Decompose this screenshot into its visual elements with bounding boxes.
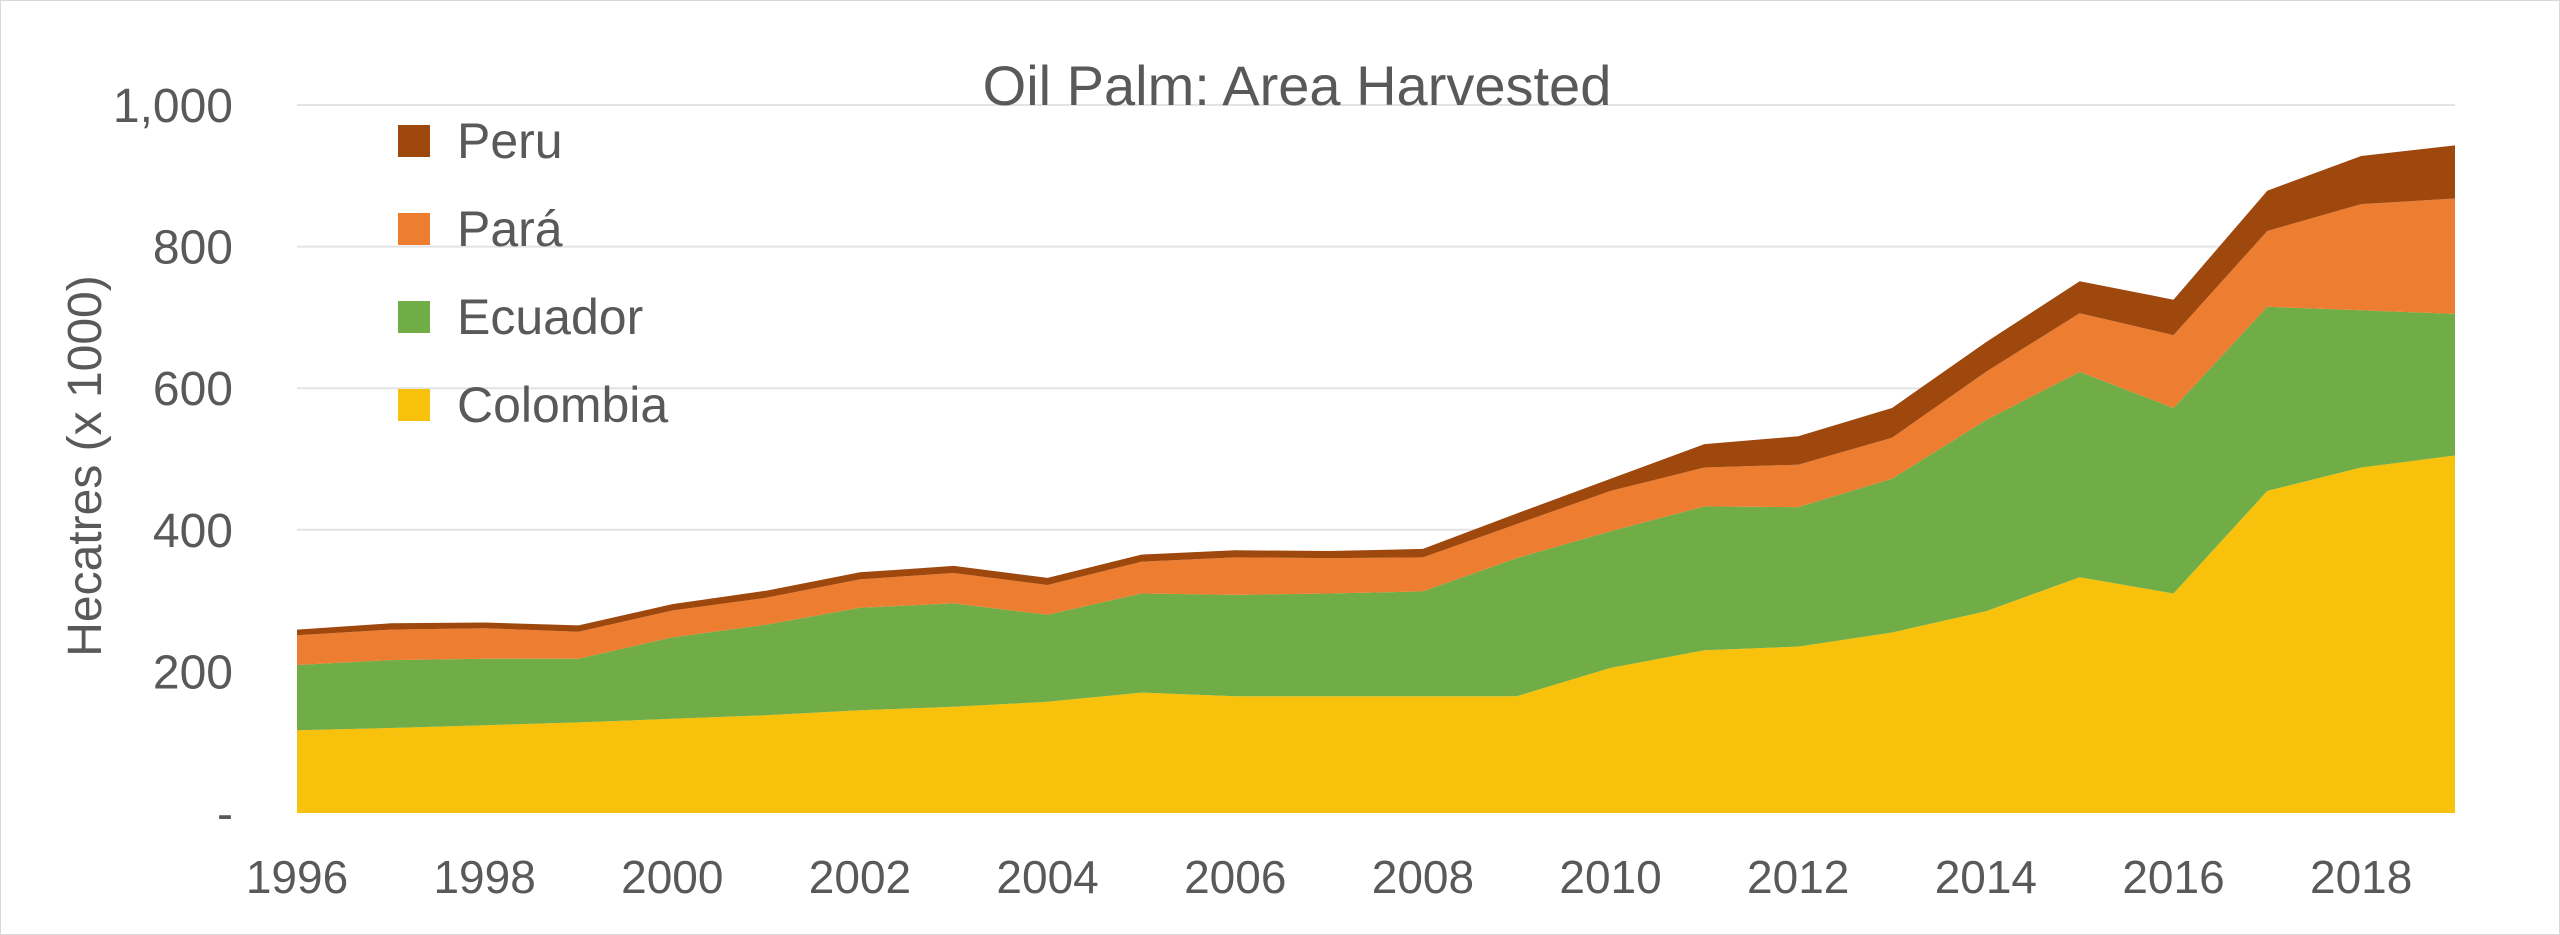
- x-tick-label: 2002: [809, 851, 911, 903]
- x-tick-label: 2016: [2122, 851, 2224, 903]
- legend-swatch: [398, 301, 430, 333]
- x-tick-label: 2008: [1372, 851, 1474, 903]
- y-tick-label: 600: [153, 363, 233, 416]
- legend: Peru Pará Ecuador Colombia: [398, 113, 668, 433]
- axes: - 200 400 600 800 1,000 1996 1998 2000 2002 2004 20…: [113, 80, 2412, 903]
- y-tick-label: 800: [153, 222, 233, 275]
- x-tick-label: 2018: [2310, 851, 2412, 903]
- y-tick-label: 200: [153, 646, 233, 699]
- legend-label: Colombia: [457, 377, 668, 433]
- x-tick-label: 2014: [1935, 851, 2037, 903]
- area-par: [297, 198, 2455, 665]
- legend-label: Pará: [457, 201, 563, 257]
- legend-label: Peru: [457, 113, 563, 169]
- legend-label: Ecuador: [457, 289, 643, 345]
- x-tick-label: 2000: [621, 851, 723, 903]
- x-tick-label: 1998: [433, 851, 535, 903]
- area-colombia: [297, 455, 2455, 813]
- legend-swatch: [398, 213, 430, 245]
- x-tick-label: 2004: [996, 851, 1098, 903]
- y-tick-label: -: [217, 788, 233, 841]
- x-tick-label: 2010: [1559, 851, 1661, 903]
- stacked-areas: [297, 145, 2455, 813]
- legend-swatch: [398, 389, 430, 421]
- legend-swatch: [398, 125, 430, 157]
- y-tick-label: 1,000: [113, 80, 233, 133]
- x-tick-label: 1996: [246, 851, 348, 903]
- x-tick-label: 2006: [1184, 851, 1286, 903]
- y-axis-label: Hecatres (x 1000): [59, 275, 112, 657]
- y-tick-label: 400: [153, 505, 233, 558]
- chart-title: Oil Palm: Area Harvested: [983, 54, 1612, 117]
- x-tick-label: 2012: [1747, 851, 1849, 903]
- area-ecuador: [297, 306, 2455, 731]
